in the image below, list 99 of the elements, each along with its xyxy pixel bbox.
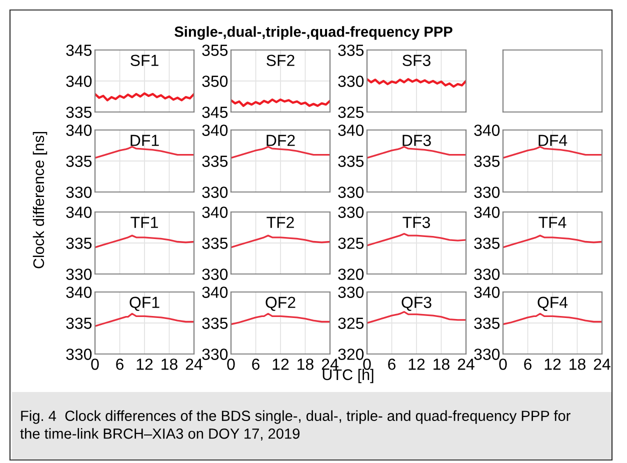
- x-tick-label: 0: [91, 358, 99, 370]
- chart-title: SF3: [402, 54, 430, 66]
- line-series: [367, 311, 466, 324]
- chart-title: DF3: [402, 134, 431, 146]
- x-tick-label: 0: [363, 358, 371, 370]
- line-series: [367, 146, 466, 159]
- line-series: [231, 312, 330, 326]
- x-tick-label: 24: [458, 358, 474, 370]
- y-tick-label: 335: [66, 156, 92, 167]
- caption: Fig. 4 Clock differences of the BDS single-, dual-, triple- and quad-frequency PPP for the time-link BRCH–XIA3 on DOY 17, 2019: [20, 410, 570, 441]
- y-tick-label: 340: [474, 124, 500, 136]
- line-series: [367, 232, 466, 246]
- x-tick-label: 18: [570, 358, 586, 370]
- text: Clock difference [ns]: [32, 132, 48, 268]
- y-tick-label: 340: [338, 124, 364, 136]
- y-tick-label: 335: [338, 44, 364, 56]
- y-tick-label: 345: [66, 44, 92, 56]
- chart-title: QF2: [266, 296, 296, 311]
- x-tick-label: 6: [524, 358, 532, 370]
- y-tick-label: 340: [202, 286, 228, 298]
- y-tick-label: 335: [338, 156, 364, 167]
- chart-title: TF2: [266, 216, 294, 228]
- x-tick-label: 24: [186, 358, 202, 370]
- x-tick-label: 12: [272, 358, 289, 370]
- y-tick-label: 325: [338, 106, 364, 118]
- y-tick-label: 320: [338, 268, 364, 280]
- chart-title: TF3: [402, 216, 430, 228]
- y-tick-label: 330: [66, 348, 92, 360]
- x-tick-label: 24: [322, 358, 338, 370]
- y-tick-label: 335: [66, 318, 92, 329]
- y-tick-label: 340: [474, 206, 500, 218]
- chart-title: TF1: [130, 216, 158, 228]
- y-tick-label: 330: [338, 286, 364, 298]
- x-tick-label: 12: [408, 358, 425, 370]
- x-tick-label: 0: [499, 358, 507, 370]
- x-tick-label: 24: [594, 358, 610, 370]
- line-series: [367, 78, 466, 88]
- x-tick-label: 12: [136, 358, 153, 370]
- y-tick-label: 330: [202, 348, 228, 360]
- chart-title: SF2: [266, 54, 294, 66]
- line-series: [95, 146, 194, 159]
- y-tick-label: 340: [66, 286, 92, 298]
- y-tick-label: 335: [202, 156, 228, 167]
- chart-title: QF4: [538, 296, 568, 311]
- line-series: [95, 312, 194, 327]
- y-tick-label: 325: [338, 238, 364, 249]
- y-tick-label: 335: [474, 156, 500, 167]
- x-tick-label: 0: [227, 358, 235, 370]
- y-tick-label: 335: [202, 238, 228, 249]
- x-tick-label: 12: [544, 358, 561, 370]
- y-tick-label: 335: [474, 318, 500, 329]
- chart-title: DF2: [266, 134, 295, 146]
- line-series: [231, 98, 330, 107]
- x-tick-label: 6: [116, 358, 124, 370]
- y-tick-label: 330: [202, 268, 228, 280]
- line-series: [231, 146, 330, 159]
- y-tick-label: 330: [338, 76, 364, 87]
- line-series: [503, 146, 602, 159]
- y-tick-label: 335: [202, 318, 228, 329]
- chart-title: QF1: [130, 296, 160, 311]
- y-tick-label: 335: [66, 238, 92, 249]
- y-tick-label: 330: [338, 206, 364, 218]
- y-tick-label: 320: [338, 348, 364, 360]
- y-tick-label: 340: [474, 286, 500, 298]
- y-tick-label: 340: [66, 76, 92, 87]
- y-tick-label: 330: [338, 186, 364, 198]
- chart-title: SF1: [130, 54, 158, 66]
- y-tick-label: 345: [202, 106, 228, 118]
- chart-title: DF1: [130, 134, 159, 146]
- x-tick-label: 6: [388, 358, 396, 370]
- x-tick-label: 6: [252, 358, 260, 370]
- line-series: [95, 234, 194, 248]
- y-tick-label: 340: [202, 124, 228, 136]
- y-tick-label: 340: [66, 124, 92, 136]
- y-tick-label: 340: [66, 206, 92, 218]
- text: Single-,dual-,triple-,quad-frequency PPP: [174, 26, 452, 40]
- y-tick-label: 340: [202, 206, 228, 218]
- y-tick-label: 330: [202, 186, 228, 198]
- y-tick-label: 350: [202, 76, 228, 87]
- x-tick-label: 18: [298, 358, 314, 370]
- chart-title: QF3: [402, 296, 432, 311]
- y-tick-label: 325: [338, 318, 364, 329]
- y-tick-label: 355: [202, 44, 228, 56]
- line-series: [503, 312, 602, 326]
- x-tick-label: 18: [162, 358, 178, 370]
- text: UTC [h]: [322, 368, 374, 384]
- y-tick-label: 330: [474, 348, 500, 360]
- chart-title: TF4: [538, 216, 566, 228]
- y-tick-label: 335: [66, 106, 92, 118]
- line-series: [95, 92, 194, 102]
- line-series: [503, 234, 602, 248]
- y-tick-label: 330: [66, 186, 92, 198]
- y-tick-label: 330: [474, 186, 500, 198]
- y-tick-label: 330: [474, 268, 500, 280]
- x-tick-label: 18: [434, 358, 450, 370]
- chart-title: DF4: [538, 134, 568, 146]
- y-tick-label: 330: [66, 268, 92, 280]
- line-series: [231, 234, 330, 248]
- y-tick-label: 335: [474, 238, 500, 249]
